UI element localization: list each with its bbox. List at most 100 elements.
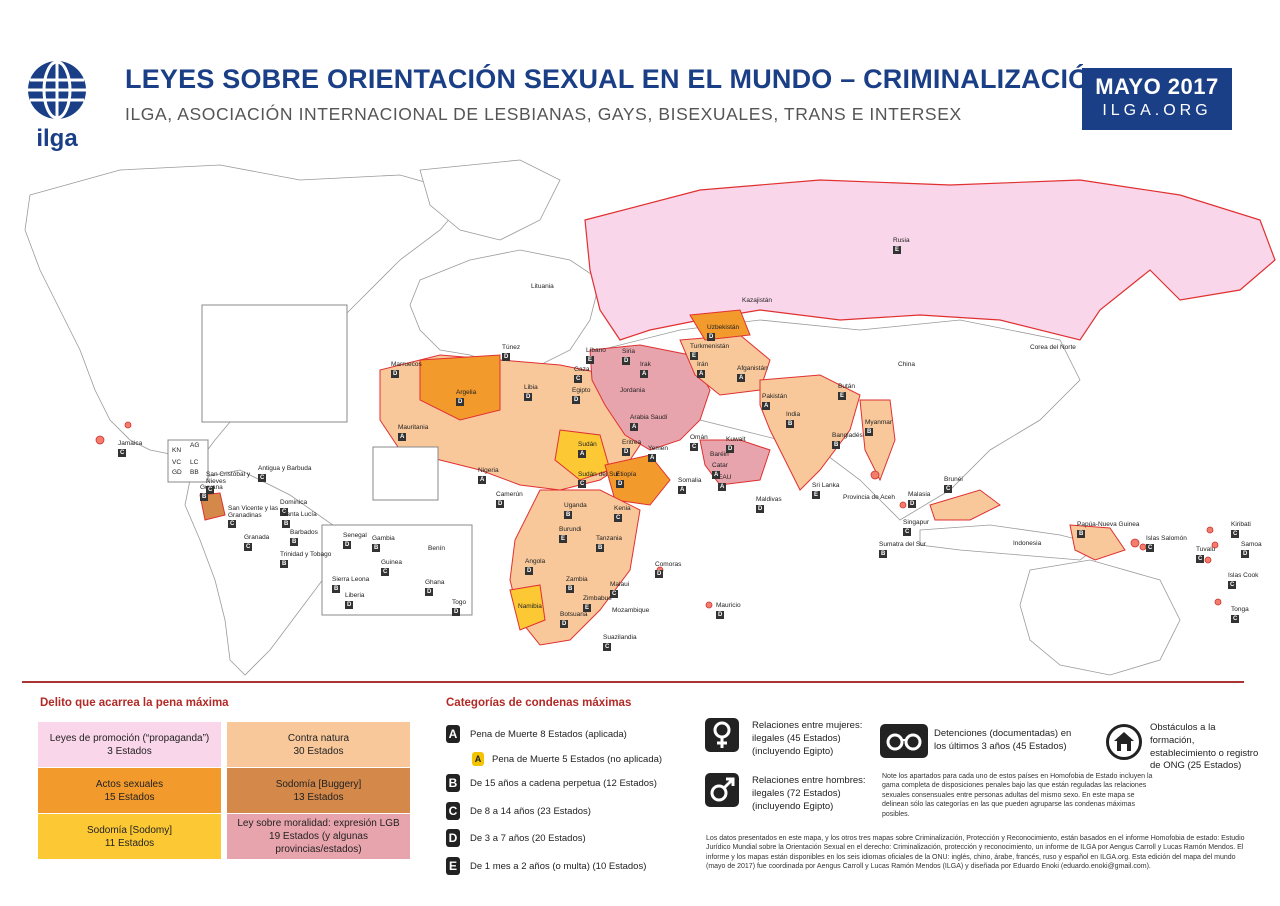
offense-moralidad: Ley sobre moralidad: expresión LGB 19 Est… [227, 814, 410, 859]
badge-c: C [446, 802, 460, 820]
label-pakistan: Pakistán A [762, 393, 787, 410]
label-tuvalu: Tuvalu C [1196, 546, 1216, 563]
label-burundi: Burundi E [559, 526, 582, 543]
label-lc: LC [190, 459, 199, 466]
offense-sodomy: Sodomía [Sodomy] 11 Estados [38, 814, 221, 859]
label-arabia-saudi: Arabia Saudí A [630, 414, 668, 431]
caribbean-mini-inset [167, 439, 209, 483]
label-nigeria: Nigeria A [478, 467, 499, 484]
label-kazajistan: Kazajistán [742, 297, 772, 304]
label-somalia: Somalia A [678, 477, 702, 494]
label-zimbabue: Zimbabue E [583, 595, 612, 612]
label-trinidad: Trinidad y Tobago B [280, 551, 332, 568]
label-senegal: Senegal D [343, 532, 367, 549]
ilga-logo: ilga [24, 60, 90, 152]
label-yemen: Yemen A [648, 445, 668, 462]
women-text: Relaciones entre mujeres: ilegales (45 E… [752, 720, 863, 757]
label-kiribati: Kiribati C [1231, 521, 1251, 538]
greenland-shape [419, 159, 561, 241]
label-ag: AG [190, 442, 200, 449]
label-dominica: Dominica C [280, 499, 308, 516]
west-africa-mini-inset [372, 446, 439, 501]
label-kenia: Kenia C [614, 505, 631, 522]
label-sudan-sur: Sudán del Sur C [578, 471, 620, 488]
label-uzbekistan: Uzbekistán D [707, 324, 740, 341]
badge-a: A [446, 725, 460, 743]
label-bb: BB [190, 469, 199, 476]
label-siria: Siria D [622, 348, 636, 365]
detentions-text: Detenciones (documentadas) en los último… [934, 728, 1072, 752]
globe-icon: ilga [28, 60, 86, 152]
world-map: Rusia E Kazajistán Lituania Uzbekistán D T… [0, 150, 1280, 680]
india-region [759, 374, 861, 491]
label-aceh: Provincia de Aceh [843, 494, 896, 501]
badge-d: D [446, 829, 460, 847]
label-jamaica: Jamaica C [118, 440, 143, 457]
label-png: Papúa-Nueva Guinea B [1077, 521, 1140, 538]
male-icon [705, 773, 739, 807]
europe-shape [409, 249, 601, 366]
label-botsuana: Botsuana D [560, 611, 588, 628]
label-guinea: Guinea C [381, 559, 402, 576]
site-label: ILGA.ORG [1102, 102, 1212, 119]
label-libano: Líbano E [586, 347, 606, 364]
badge-a-yellow: A [472, 752, 484, 766]
label-eau: EAU A [718, 474, 732, 491]
badge-b: B [446, 774, 460, 792]
label-corea-norte: Corea del Norte [1030, 344, 1076, 351]
offense-header: Delito que acarrea la pena máxima [40, 697, 229, 709]
offense-actos-sexuales: Actos sexuales 15 Estados [38, 768, 221, 813]
map-svg [24, 159, 1276, 676]
label-jordania: Jordania [620, 387, 645, 394]
label-san-cristobal: San Cristóbal y Nieves C [206, 471, 251, 494]
penalty-header: Categorías de condenas máximas [446, 697, 632, 709]
label-indonesia: Indonesia [1013, 540, 1042, 547]
female-icon [705, 718, 739, 752]
label-liberia: Liberia D [345, 592, 365, 609]
label-salomon: Islas Salomón C [1146, 535, 1187, 552]
label-zambia: Zambia B [566, 576, 588, 593]
label-china: China [898, 361, 915, 368]
turkmenistan-region [689, 309, 751, 341]
label-angola: Angola D [525, 558, 546, 575]
label-kn: KN [172, 447, 182, 454]
label-gd: GD [172, 469, 182, 476]
date-box: MAYO 2017 ILGA.ORG [1082, 68, 1232, 130]
label-india: India B [786, 411, 801, 428]
badge-e: E [446, 857, 460, 875]
penalty-e: E De 1 mes a 2 años (o multa) (10 Estados… [446, 857, 646, 875]
label-banglades: Bangladés B [832, 432, 863, 449]
label-mauricio: Mauricio D [716, 602, 741, 619]
indonesia-shape [919, 524, 1101, 561]
label-sudan: Sudán A [578, 441, 597, 458]
label-suazilandia: Suazilandia C [603, 634, 637, 651]
label-brunei: Brunéi C [944, 476, 963, 493]
label-afganistan: Afganistán A [737, 365, 768, 382]
label-libia: Libia D [524, 384, 538, 401]
algeria-region [419, 354, 501, 421]
label-antigua: Antigua y Barbuda C [258, 465, 312, 482]
label-singapur: Singapur C [903, 519, 930, 536]
label-sumatra-sur: Sumatra del Sur B [879, 541, 926, 558]
label-iran: Irán A [697, 361, 709, 378]
handcuffs-icon [880, 724, 928, 758]
penalty-d: D De 3 a 7 años (20 Estados) [446, 829, 586, 847]
west-africa-inset [321, 524, 473, 616]
label-mozambique: Mozambique [612, 607, 650, 614]
label-san-vicente: San Vicente y las Granadinas C [228, 505, 279, 528]
penalty-a-not-applied: A Pena de Muerte 5 Estados (no aplicada) [472, 752, 662, 766]
label-granada: Granada C [244, 534, 270, 551]
page-subtitle: ILGA, ASOCIACIÓN INTERNACIONAL DE LESBIA… [125, 104, 962, 124]
offense-contra-natura: Contra natura 30 Estados [227, 722, 410, 767]
label-ghana: Ghana D [425, 579, 445, 596]
australia-shape [1019, 559, 1181, 676]
south-america-shape [184, 469, 341, 676]
label-togo: Togo D [452, 599, 467, 616]
label-islas-cook: Islas Cook C [1228, 572, 1259, 589]
russia-region [584, 179, 1276, 341]
label-butan: Bután E [838, 383, 855, 400]
label-myanmar: Myanmar B [865, 419, 893, 436]
label-benin: Benín [428, 545, 445, 552]
label-tunez: Túnez D [502, 344, 521, 361]
label-tanzania: Tanzania B [596, 535, 623, 552]
